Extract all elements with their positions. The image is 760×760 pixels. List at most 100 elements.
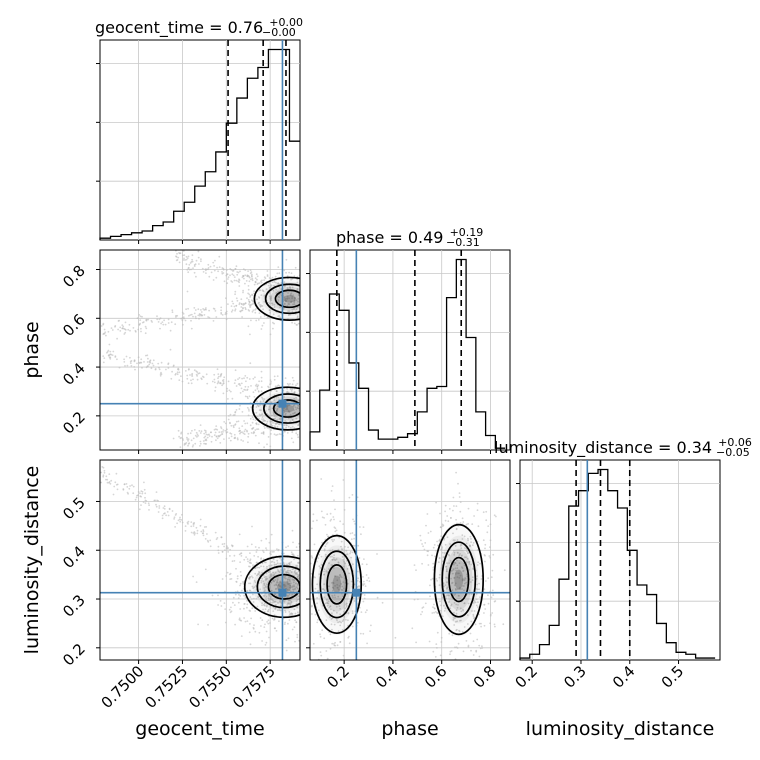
panel-frame <box>99 459 301 661</box>
sample-point <box>244 375 247 377</box>
sample-point <box>438 539 441 542</box>
sample-point <box>266 420 269 423</box>
sample-point <box>246 429 248 432</box>
sample-point <box>275 630 278 632</box>
sample-point <box>339 613 342 616</box>
sample-point <box>203 526 206 528</box>
sample-point <box>222 383 225 385</box>
sample-point <box>277 602 279 604</box>
sample-point <box>454 684 456 686</box>
sample-point <box>295 417 298 420</box>
sample-point <box>334 585 336 587</box>
sample-point <box>293 584 295 586</box>
sample-point <box>246 274 249 277</box>
sample-point <box>327 602 330 605</box>
sample-point <box>269 333 272 336</box>
x-tick-label-luminosity_distance: 0.4 <box>609 662 639 692</box>
sample-point <box>224 422 227 425</box>
sample-point <box>276 375 279 377</box>
sample-point <box>320 662 322 664</box>
sample-point <box>209 539 212 542</box>
histogram-step <box>309 258 506 450</box>
sample-point <box>316 397 318 399</box>
sample-point <box>445 568 448 571</box>
sample-point <box>292 541 294 544</box>
sample-point <box>274 467 276 469</box>
sample-point <box>217 375 220 378</box>
sample-point <box>255 598 258 600</box>
sample-point <box>291 586 293 589</box>
sample-point <box>123 483 126 486</box>
y-tick-label-luminosity_distance: 0.4 <box>59 542 89 572</box>
sample-point <box>163 508 166 510</box>
sample-point <box>266 274 269 276</box>
sample-point <box>186 257 189 259</box>
sample-point <box>182 259 185 261</box>
sample-point <box>306 586 308 588</box>
sample-point <box>215 316 218 318</box>
sample-point <box>489 556 492 559</box>
sample-point <box>438 584 441 587</box>
sample-point <box>441 548 443 550</box>
sample-point <box>302 598 304 600</box>
sample-point <box>287 310 289 312</box>
sample-point <box>198 263 200 265</box>
sample-point <box>213 428 216 431</box>
sample-point <box>211 435 213 438</box>
sample-point <box>230 424 233 427</box>
sample-point <box>206 436 209 439</box>
sample-point <box>333 400 335 402</box>
sample-point <box>108 473 111 475</box>
sample-point <box>453 505 455 507</box>
panel-content <box>96 40 300 240</box>
sample-point <box>455 609 458 612</box>
x-tick-label-luminosity_distance: 0.2 <box>511 662 541 692</box>
sample-point <box>340 621 343 624</box>
sample-point <box>188 442 191 444</box>
panel-frame <box>309 459 511 661</box>
sample-point <box>341 589 344 591</box>
sample-point <box>132 492 135 495</box>
sample-point <box>314 587 317 590</box>
sample-point <box>449 607 452 610</box>
sample-point <box>494 625 496 628</box>
sample-point <box>322 277 324 279</box>
sample-point <box>302 575 304 577</box>
sample-point <box>363 594 366 596</box>
histogram-step <box>519 468 716 660</box>
sample-point <box>452 539 455 542</box>
sample-point <box>325 619 328 622</box>
sample-point <box>233 437 236 440</box>
sample-point <box>272 574 275 577</box>
sample-point <box>453 554 456 556</box>
sample-point <box>470 538 472 540</box>
sample-point <box>272 610 275 612</box>
sample-point <box>220 605 223 607</box>
sample-point <box>256 549 258 551</box>
sample-point <box>186 374 189 377</box>
sample-point <box>305 305 307 307</box>
sample-point <box>376 596 379 599</box>
sample-point <box>331 628 333 631</box>
sample-point <box>307 568 309 570</box>
sample-point <box>255 319 258 322</box>
sample-point <box>230 305 233 307</box>
sample-point <box>253 597 255 600</box>
sample-point <box>196 378 199 381</box>
sample-point <box>305 377 307 379</box>
sample-point <box>208 433 210 436</box>
sample-point <box>249 306 252 308</box>
sample-point <box>307 311 309 313</box>
sample-point <box>311 288 313 290</box>
sample-point <box>310 630 312 632</box>
sample-point <box>176 371 179 374</box>
sample-point <box>435 501 437 504</box>
sample-point <box>249 558 252 561</box>
title-main: luminosity_distance = 0.34 <box>494 438 712 458</box>
sample-point <box>137 356 140 359</box>
sample-point <box>302 283 304 285</box>
sample-point <box>330 279 332 281</box>
sample-point <box>327 276 329 278</box>
sample-point <box>148 509 150 511</box>
sample-point <box>453 617 456 620</box>
